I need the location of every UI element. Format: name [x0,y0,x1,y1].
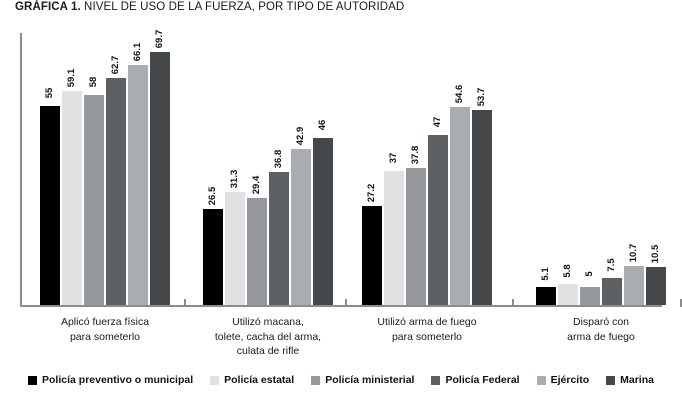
bar[interactable]: 5.8 [558,264,578,305]
bar-value-label: 59.1 [66,68,77,87]
bar[interactable]: 10.5 [646,245,666,305]
legend-label: Policía estatal [224,374,295,386]
legend-swatch-icon [210,375,220,385]
bar-group: 55 59.1 58 62.7 66.1 69.7 [40,30,170,305]
bar-value-label: 54.6 [454,84,465,104]
bar-value-label: 31.3 [229,169,240,188]
legend-swatch-icon [311,375,321,385]
bar[interactable]: 36.8 [269,149,289,305]
x-axis-category-label: Utilizó macana, tolete, cacha del arma, cu… [188,315,348,359]
bar[interactable]: 54.6 [450,85,470,305]
category-label-line: culata de rifle [236,345,300,357]
legend-item[interactable]: Policía ministerial [311,374,414,386]
bar[interactable]: 5.1 [536,267,556,305]
bar[interactable]: 37.8 [406,146,426,305]
x-axis-tick [680,299,682,307]
bar[interactable]: 10.7 [624,244,644,305]
legend-swatch-icon [536,375,546,385]
bar-value-label: 69.7 [154,29,165,49]
bar[interactable]: 42.9 [291,127,311,305]
bar[interactable]: 26.5 [203,187,223,305]
bar-value-label: 47 [432,116,443,127]
bar-value-label: 10.5 [650,244,661,264]
legend-swatch-icon [606,375,616,385]
bar-value-label: 7.5 [606,258,617,272]
legend-item[interactable]: Policía estatal [210,374,294,386]
bar[interactable]: 47 [428,116,448,305]
category-label-line: tolete, cacha del arma, [214,330,322,343]
bar-group: 26.5 31.3 29.4 36.8 42.9 46 [203,33,333,305]
bar[interactable]: 37 [384,153,404,305]
bar[interactable]: 27.2 [362,184,382,305]
bar[interactable]: 7.5 [602,258,622,305]
chart-title-rest: NIVEL DE USO DE LA FUERZA, POR TIPO DE A… [80,1,405,13]
x-axis-tick [184,299,186,307]
chart-title: GRÁFICA 1. NIVEL DE USO DE LA FUERZA, PO… [15,1,404,13]
x-axis-tick [512,299,514,307]
bar[interactable]: 66.1 [128,43,148,305]
category-label-line: arma de fuego [567,330,635,343]
bar[interactable]: 31.3 [225,169,245,305]
bar-value-label: 53.7 [476,88,487,107]
bar[interactable]: 62.7 [106,55,126,305]
legend-label: Policía preventivo o municipal [42,374,194,386]
legend-label: Ejército [550,374,590,386]
bar-value-label: 55 [44,87,55,98]
bar-value-label: 66.1 [132,43,143,62]
legend-item[interactable]: Policía Federal [431,374,520,386]
legend-label: Policía ministerial [325,374,415,386]
bar-value-label: 10.7 [628,243,639,263]
bar-value-label: 46 [317,119,328,131]
bar[interactable]: 5 [580,271,600,305]
bar[interactable]: 59.1 [62,68,82,305]
bar-value-label: 37.8 [410,145,421,165]
bar-value-label: 26.5 [207,186,218,206]
bar-value-label: 36.8 [273,149,284,168]
bar-value-label: 5 [584,271,595,277]
bar-value-label: 42.9 [295,127,306,146]
bar-value-label: 27.2 [366,184,377,203]
bar-value-label: 58 [88,76,99,87]
x-axis-line [20,305,662,307]
x-axis-category-label: Utilizó arma de fuego para someterlo [347,315,507,344]
bar-group: 27.2 37 37.8 47 54.6 53.7 [362,33,492,305]
bar[interactable]: 53.7 [472,88,492,305]
chart-title-prefix: GRÁFICA 1. [15,1,81,13]
legend-label: Marina [620,374,654,386]
bar-value-label: 37 [388,152,399,164]
chart-legend: Policía preventivo o municipal Policía es… [0,374,682,386]
category-label-line: Utilizó arma de fuego [377,316,477,328]
legend-item[interactable]: Policía preventivo o municipal [28,374,193,386]
x-axis-category-label: Disparó con arma de fuego [521,315,681,344]
category-label-line: Utilizó macana, [232,316,304,328]
bar[interactable]: 69.7 [150,30,170,305]
bar[interactable]: 46 [313,120,333,305]
x-axis-category-label: Aplicó fuerza física para someterlo [25,315,185,344]
x-axis-tick [345,299,347,307]
bar-value-label: 29.4 [251,176,262,195]
bar[interactable]: 29.4 [247,176,267,305]
bar-group: 5.1 5.8 5 7.5 10.7 10.5 [536,33,666,305]
bar[interactable]: 55 [40,87,60,305]
bar-value-label: 5.8 [562,264,573,278]
bar-value-label: 5.1 [540,266,551,281]
bar[interactable]: 58 [84,76,104,305]
legend-label: Policía Federal [445,374,520,386]
y-axis-line [20,33,22,305]
category-label-line: para someterlo [391,330,463,343]
category-label-line: Aplicó fuerza física [60,316,150,328]
legend-item[interactable]: Ejército [536,374,590,386]
category-label-line: Disparó con [572,316,630,328]
legend-item[interactable]: Marina [606,374,654,386]
category-label-line: para someterlo [69,330,141,343]
legend-swatch-icon [28,375,38,385]
bar-value-label: 62.7 [110,55,121,74]
legend-swatch-icon [431,375,441,385]
plot-area: 55 59.1 58 62.7 66.1 69.7 26.5 31.3 29.4 36.8 42.9… [20,30,682,307]
